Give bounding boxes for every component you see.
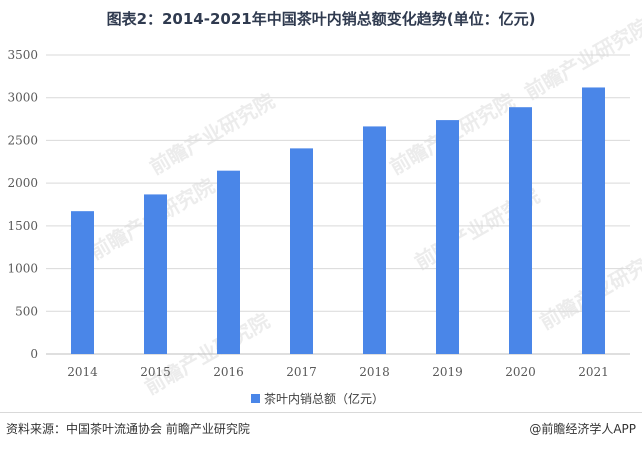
- y-tick-label: 0: [30, 347, 38, 361]
- watermark-text: 前瞻产业研究院: [146, 89, 279, 180]
- bar: [582, 87, 605, 354]
- chart-title: 图表2：2014-2021年中国茶叶内销总额变化趋势(单位：亿元): [106, 10, 536, 28]
- footer-source: 资料来源：中国茶叶流通协会 前瞻产业研究院: [6, 422, 250, 436]
- bar: [363, 126, 386, 354]
- x-tick-label: 2014: [67, 365, 98, 379]
- x-tick-label: 2018: [359, 365, 390, 379]
- bar: [290, 148, 313, 354]
- x-tick-label: 2017: [286, 365, 317, 379]
- bar: [144, 194, 167, 354]
- x-tick-label: 2019: [432, 365, 463, 379]
- x-tick-label: 2020: [505, 365, 536, 379]
- bar: [217, 170, 240, 354]
- x-tick-label: 2021: [578, 365, 609, 379]
- legend: 茶叶内销总额（亿元）: [251, 391, 384, 406]
- y-tick-label: 500: [15, 304, 38, 318]
- y-tick-label: 1500: [7, 219, 38, 233]
- x-tick-label: 2015: [140, 365, 171, 379]
- footer-divider: [0, 412, 642, 413]
- bar-series: [71, 87, 605, 354]
- footer-credit: @前瞻经济学人APP: [529, 422, 636, 436]
- y-tick-label: 3000: [7, 91, 38, 105]
- gridlines: [46, 54, 630, 355]
- x-axis-ticks: 2014 2015 2016 2017 2018 2019 2020 2021: [67, 365, 609, 379]
- y-tick-label: 1000: [7, 262, 38, 276]
- x-tick-label: 2016: [213, 365, 244, 379]
- y-tick-label: 2000: [7, 176, 38, 190]
- y-tick-label: 3500: [7, 48, 38, 62]
- legend-swatch: [251, 394, 260, 403]
- legend-label: 茶叶内销总额（亿元）: [264, 391, 384, 406]
- bar: [509, 107, 532, 354]
- y-axis-ticks: 0 500 1000 1500 2000 2500 3000 3500: [7, 48, 38, 361]
- bar: [436, 120, 459, 354]
- watermark-text: 前瞻产业研究院: [521, 14, 642, 105]
- y-tick-label: 2500: [7, 133, 38, 147]
- bar: [71, 211, 94, 354]
